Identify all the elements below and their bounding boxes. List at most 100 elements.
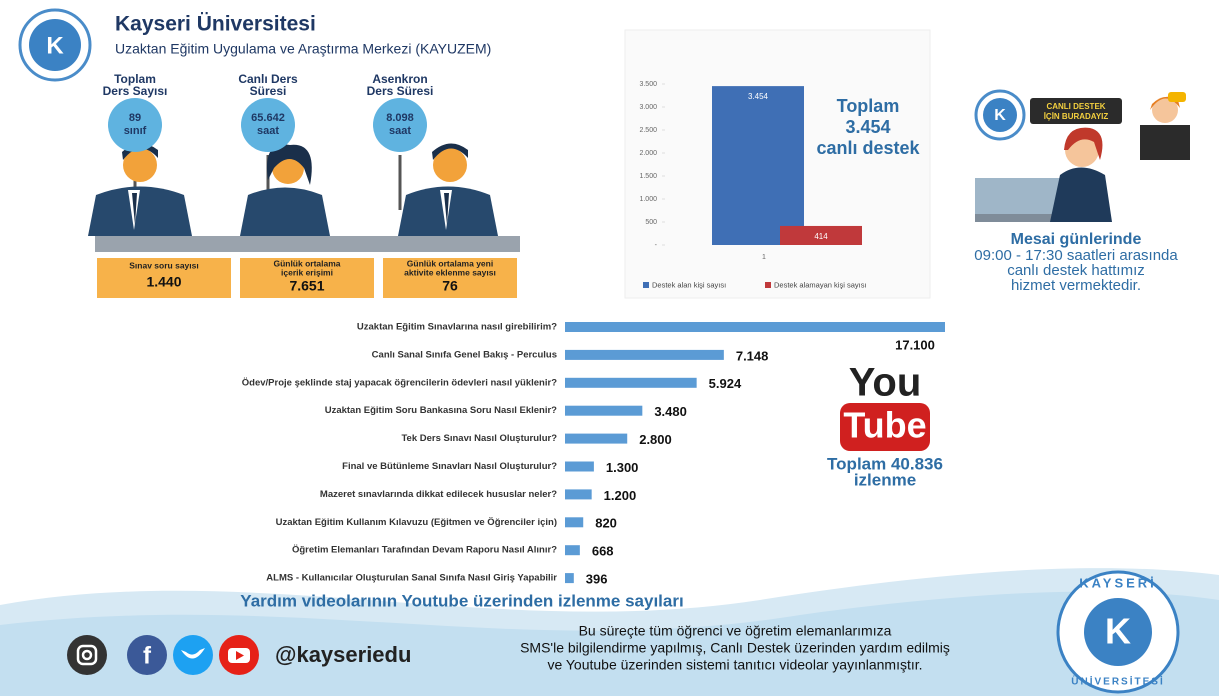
bar bbox=[565, 573, 574, 584]
bar bbox=[565, 489, 592, 500]
stat-sign bbox=[108, 98, 162, 152]
y-tick-label: 1.500 bbox=[639, 173, 657, 180]
data-label: 414 bbox=[814, 232, 828, 241]
y-tick-label: Tek Ders Sınavı Nasıl Oluşturulur? bbox=[401, 433, 557, 444]
footer-note: Bu süreçte tüm öğrenci ve öğretim eleman… bbox=[579, 623, 892, 639]
stat-label: Ders Sayısı bbox=[103, 84, 168, 98]
svg-text:K: K bbox=[994, 107, 1006, 124]
svg-text:f: f bbox=[143, 642, 152, 669]
desk bbox=[95, 236, 520, 252]
stat-sign bbox=[373, 98, 427, 152]
video-chart: Uzaktan Eğitim Sınavlarına nasıl girebil… bbox=[240, 322, 945, 610]
logo-text: KAYSERİ bbox=[1079, 575, 1157, 590]
y-tick-label: Canlı Sanal Sınıfa Genel Bakış - Perculu… bbox=[372, 349, 557, 360]
bar bbox=[780, 225, 862, 245]
stat-box-value: 7.651 bbox=[289, 278, 324, 294]
y-tick-label: Uzaktan Eğitim Sınavlarına nasıl girebil… bbox=[357, 322, 557, 333]
support-badge: İÇİN BURADAYIZ bbox=[1044, 112, 1109, 121]
bar bbox=[565, 517, 584, 528]
logo-small: K bbox=[18, 8, 92, 82]
stat-value: saat bbox=[257, 125, 279, 137]
y-tick-label: 3.000 bbox=[639, 104, 657, 111]
social-handle: @kayseriedu bbox=[275, 642, 411, 667]
stat-box-label: Günlük ortalama bbox=[273, 258, 340, 268]
legend-swatch bbox=[643, 282, 649, 288]
y-tick-label: 500 bbox=[645, 219, 657, 226]
y-tick-label: ALMS - Kullanıcılar Oluşturulan Sanal Sı… bbox=[266, 573, 557, 584]
stat-box-value: 76 bbox=[442, 278, 458, 294]
youtube-total: izlenme bbox=[854, 470, 916, 489]
stat-box-label: içerik erişimi bbox=[281, 267, 333, 277]
y-tick-label: Uzaktan Eğitim Soru Bankasına Soru Nasıl… bbox=[325, 405, 557, 416]
bar bbox=[565, 349, 724, 360]
support-chart: - 500 1.000 1.500 2.000 2.500 3.000 3.500 3.454 D… bbox=[639, 81, 920, 290]
y-tick-label: Uzaktan Eğitim Kullanım Kılavuzu (Eğitme… bbox=[276, 517, 557, 528]
y-tick-label: Ödev/Proje şeklinde staj yapacak öğrenci… bbox=[242, 377, 557, 388]
youtube-total: Toplam 40.836 bbox=[827, 454, 943, 473]
stat-value: sınıf bbox=[124, 125, 147, 137]
support-text: hizmet vermektedir. bbox=[1011, 277, 1141, 294]
y-tick-label: 2.500 bbox=[639, 127, 657, 134]
stat-value: 89 bbox=[129, 112, 141, 124]
logo-text: ÜNİVERSİTESİ bbox=[1071, 675, 1164, 688]
data-label: 7.148 bbox=[736, 348, 769, 363]
support-illustration: K bbox=[974, 89, 1190, 222]
stat-box bbox=[240, 258, 374, 298]
y-tick-label: 1.000 bbox=[639, 196, 657, 203]
youtube-logo: You bbox=[849, 361, 922, 405]
stat-label: Canlı Ders bbox=[238, 72, 298, 86]
bar bbox=[565, 322, 945, 332]
annotation: 3.454 bbox=[845, 117, 890, 137]
y-tick-label: 3.500 bbox=[639, 81, 657, 88]
y-tick-label: Öğretim Elemanları Tarafından Devam Rapo… bbox=[292, 545, 557, 556]
data-label: 5.924 bbox=[709, 376, 742, 391]
data-label: 1.200 bbox=[604, 488, 637, 503]
x-tick-label: 1 bbox=[762, 254, 766, 261]
data-label: 668 bbox=[592, 544, 614, 559]
svg-text:K: K bbox=[1105, 611, 1131, 652]
data-label: 820 bbox=[595, 516, 617, 531]
social-icons: f bbox=[67, 635, 259, 675]
y-tick-label: - bbox=[655, 242, 658, 249]
footer-wave bbox=[0, 591, 1219, 696]
stat-box-label: Sınav soru sayısı bbox=[129, 260, 198, 270]
legend-label: Destek alamayan kişi sayısı bbox=[774, 280, 867, 289]
bar bbox=[565, 461, 594, 472]
figure bbox=[398, 143, 498, 236]
title: Kayseri Üniversitesi bbox=[115, 13, 316, 36]
stat-box-value: 1.440 bbox=[146, 274, 181, 290]
svg-text:K: K bbox=[46, 32, 64, 59]
bar bbox=[712, 86, 804, 245]
legend-swatch bbox=[765, 282, 771, 288]
youtube-logo: Tube bbox=[843, 405, 926, 446]
data-label: 396 bbox=[586, 572, 608, 587]
data-label: 3.480 bbox=[654, 404, 687, 419]
annotation: canlı destek bbox=[816, 138, 920, 158]
logo-large: K bbox=[1056, 570, 1180, 694]
subtitle: Uzaktan Eğitim Uygulama ve Araştırma Mer… bbox=[115, 41, 491, 57]
legend-label: Destek alan kişi sayısı bbox=[652, 280, 726, 289]
stat-value: saat bbox=[389, 125, 411, 137]
stat-value: 65.642 bbox=[251, 112, 285, 124]
stat-value: 8.098 bbox=[386, 112, 414, 124]
support-badge: CANLI DESTEK bbox=[1046, 102, 1105, 111]
stat-box bbox=[97, 258, 231, 298]
y-tick-label: 2.000 bbox=[639, 150, 657, 157]
stat-boxes: Sınav soru sayısı 1.440 Günlük ortalamaiçe… bbox=[97, 258, 517, 298]
data-label: 3.454 bbox=[748, 92, 769, 101]
data-label: 2.800 bbox=[639, 432, 672, 447]
footer-note: ve Youtube üzerinden sistemi tanıtıcı vi… bbox=[547, 657, 922, 673]
stat-label: Toplam bbox=[114, 72, 156, 86]
chart-title: Yardım videolarının Youtube üzerinden iz… bbox=[240, 591, 683, 610]
stat-label: Asenkron bbox=[372, 72, 427, 86]
figure bbox=[240, 144, 330, 236]
y-tick-label: Final ve Bütünleme Sınavları Nasıl Oluşt… bbox=[342, 461, 557, 472]
stat-label: Süresi bbox=[250, 84, 287, 98]
stat-box-label: Günlük ortalama yeni bbox=[407, 258, 493, 268]
bar bbox=[565, 377, 697, 388]
support-text: canlı destek hattımız bbox=[1007, 262, 1145, 279]
stat-sign bbox=[241, 98, 295, 152]
support-text: Mesai günlerinde bbox=[1011, 231, 1142, 248]
